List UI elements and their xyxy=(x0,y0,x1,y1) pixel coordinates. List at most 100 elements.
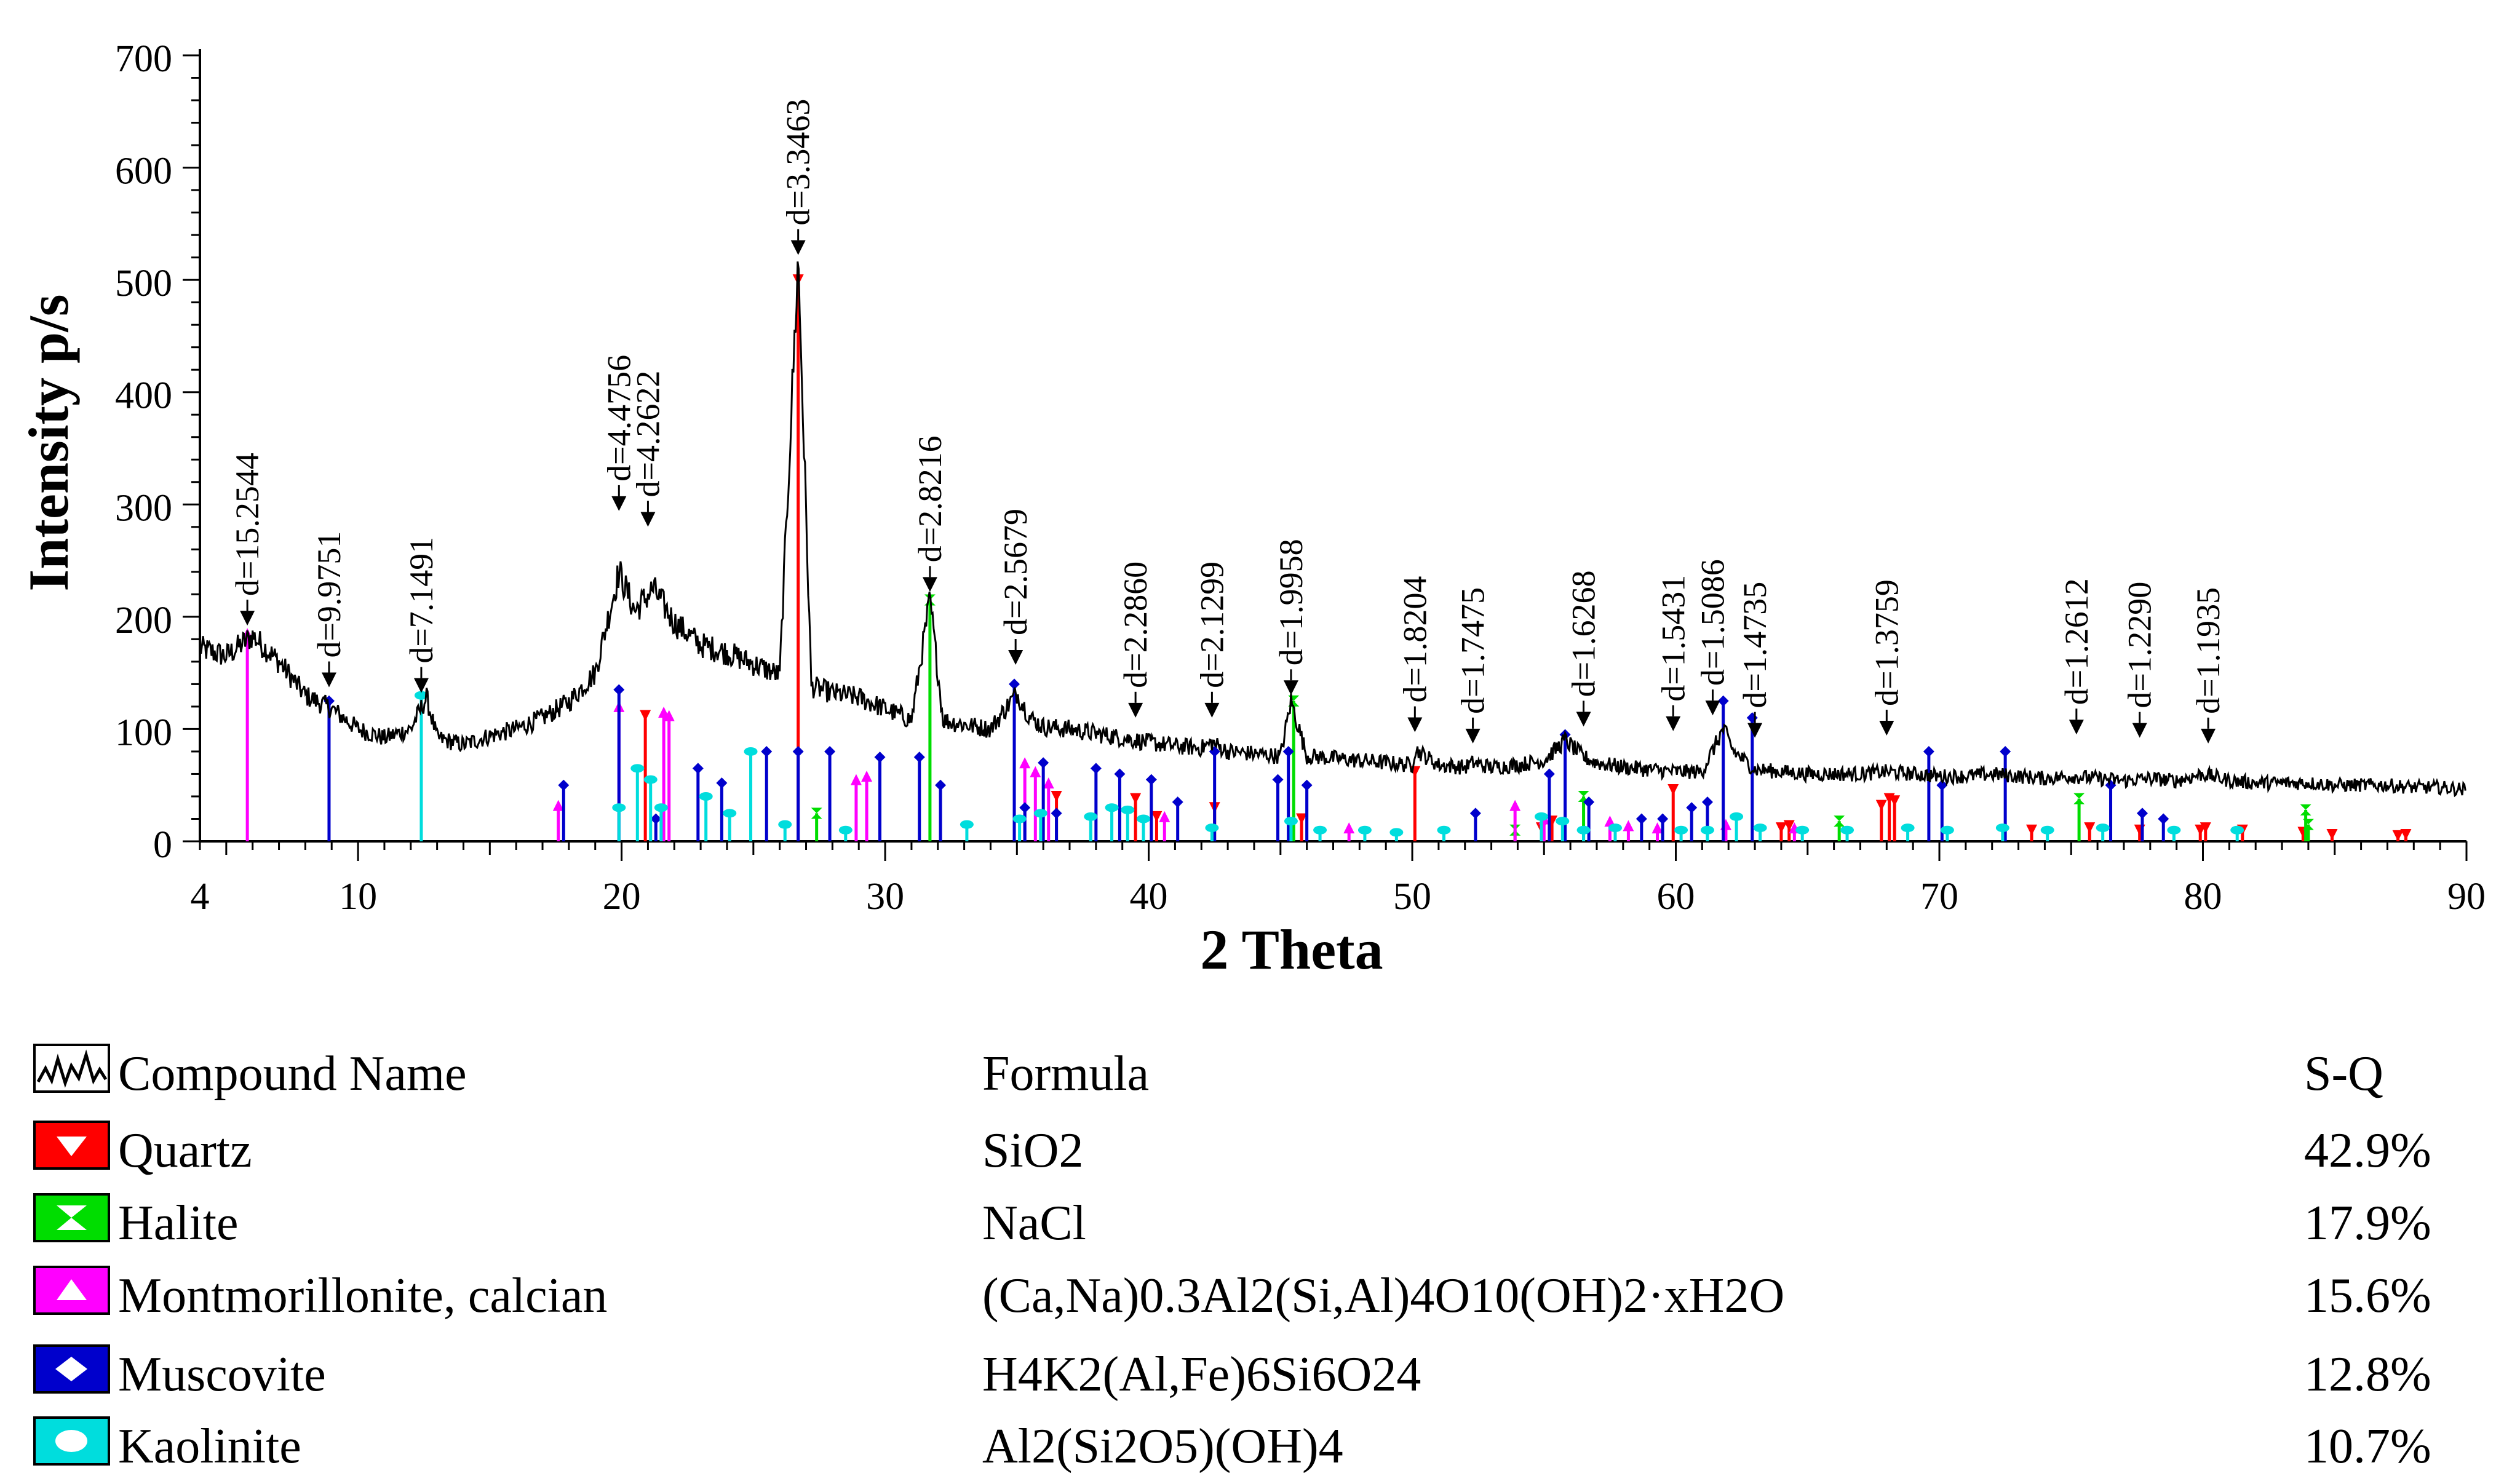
quartz-peak-marker xyxy=(2392,830,2404,841)
kaolinite-peak-marker xyxy=(1674,825,1688,835)
muscovite-peak-marker xyxy=(761,745,773,757)
x-tick-label: 70 xyxy=(1920,876,1958,918)
legend-header-row: Compound Name Formula S-Q xyxy=(0,1044,2504,1111)
kaolinite-peak-marker xyxy=(414,691,428,700)
y-tick-label: 500 xyxy=(115,263,172,304)
y-axis-label: Intensity p/s xyxy=(17,294,80,591)
kaolinite-peak-marker xyxy=(630,764,645,773)
kaolinite-peak-marker xyxy=(744,747,758,756)
chart-axes: 0 100 200 300 400 500 600 700 4 10 20 30 40 50 60 70 80 9… xyxy=(115,38,2486,918)
quartz-peak-marker xyxy=(1875,800,1887,811)
muscovite-peak-marker xyxy=(824,745,836,757)
kaolinite-peak-marker xyxy=(2167,825,2181,835)
d-spacing-label: d=1.4735 xyxy=(1736,582,1773,708)
d-spacing-label: d=2.5679 xyxy=(997,509,1034,635)
kaolinite-ellipse-icon xyxy=(33,1416,110,1466)
muscovite-peak-marker xyxy=(1172,796,1183,808)
muscovite-peak-marker xyxy=(1114,768,1126,780)
d-label-arrow xyxy=(790,240,806,255)
kaolinite-peak-marker xyxy=(1840,825,1854,835)
d-spacing-label: d=1.8204 xyxy=(1396,576,1433,703)
kaolinite-peak-marker xyxy=(2040,825,2054,835)
kaolinite-peak-marker xyxy=(1105,803,1119,812)
montmorillonite-peak-marker xyxy=(1019,757,1031,769)
x-tick-label: 30 xyxy=(866,876,904,918)
muscovite-peak-marker xyxy=(1746,712,1758,724)
muscovite-peak-marker xyxy=(1636,813,1647,825)
montmorillonite-peak-marker xyxy=(658,707,670,718)
legend-row-quartz: Quartz SiO2 42.9% xyxy=(0,1121,2504,1188)
halite-hourglass-icon xyxy=(33,1193,110,1242)
legend-row-halite: Halite NaCl 17.9% xyxy=(0,1193,2504,1261)
quartz-peak-marker xyxy=(2400,829,2412,841)
y-tick-label: 300 xyxy=(115,487,172,529)
montmorillonite-peak-marker xyxy=(850,774,862,785)
halite-peak-marker xyxy=(2302,819,2314,830)
muscovite-peak-marker xyxy=(1923,745,1934,757)
d-spacing-label: d=3.3463 xyxy=(780,99,817,226)
d-label-arrow xyxy=(1576,712,1591,727)
kaolinite-peak-marker xyxy=(723,809,737,818)
quartz-sq: 42.9% xyxy=(2304,1124,2431,1178)
muscovite-peak-marker xyxy=(1301,779,1313,791)
quartz-peak-marker xyxy=(1775,822,1787,834)
kaolinite-peak-marker xyxy=(1136,814,1150,823)
quartz-peak-marker xyxy=(1130,793,1142,804)
d-spacing-label: d=1.3759 xyxy=(1868,579,1905,706)
d-spacing-label: d=7.1491 xyxy=(403,537,440,664)
d-label-arrow xyxy=(1705,700,1720,716)
halite-peak-marker xyxy=(1509,824,1521,836)
halite-formula: NaCl xyxy=(982,1196,1086,1250)
x-tick-label: 20 xyxy=(603,876,641,918)
muscovite-peak-marker xyxy=(613,684,625,696)
kaolinite-peak-marker xyxy=(1313,825,1327,835)
kaolinite-peak-marker xyxy=(2096,823,2110,833)
d-spacing-label: d=1.5431 xyxy=(1655,575,1691,702)
muscovite-peak-marker xyxy=(935,779,947,791)
d-spacing-label: d=2.1299 xyxy=(1193,561,1230,688)
halite-peak-marker xyxy=(2073,793,2085,804)
kaolinite-peak-marker xyxy=(960,820,974,829)
montmorillonite-name: Montmorillonite, calcian xyxy=(118,1269,608,1323)
muscovite-name: Muscovite xyxy=(118,1347,326,1402)
header-compound-name: Compound Name xyxy=(118,1047,467,1101)
montmorillonite-peak-marker xyxy=(1030,766,1041,777)
d-spacing-label: d=4.2622 xyxy=(629,370,666,497)
kaolinite-peak-marker xyxy=(838,825,853,835)
muscovite-sq: 12.8% xyxy=(2304,1347,2431,1402)
muscovite-peak-marker xyxy=(1145,774,1157,785)
d-spacing-label: d=1.2612 xyxy=(2058,578,2095,705)
quartz-peak-marker xyxy=(2084,822,2096,834)
muscovite-peak-marker xyxy=(2000,745,2011,757)
kaolinite-peak-marker xyxy=(1700,825,1714,835)
montmorillonite-peak-marker xyxy=(861,771,873,782)
d-spacing-label: d=1.2290 xyxy=(2121,582,2158,708)
kaolinite-peak-marker xyxy=(654,803,668,812)
d-label-arrow xyxy=(1747,723,1763,738)
d-label-arrow xyxy=(1407,717,1423,732)
d-spacing-label: d=2.2860 xyxy=(1117,561,1154,688)
muscovite-peak-marker xyxy=(874,752,886,763)
kaolinite-peak-marker xyxy=(2230,825,2244,835)
y-tick-label: 200 xyxy=(115,600,172,641)
quartz-formula: SiO2 xyxy=(982,1124,1084,1178)
x-tick-label: 90 xyxy=(2447,876,2486,918)
muscovite-peak-marker xyxy=(1019,802,1031,814)
d-label-arrow xyxy=(2069,720,2084,735)
quartz-peak-marker xyxy=(2326,829,2338,841)
d-label-arrow xyxy=(1465,728,1481,744)
kaolinite-peak-marker xyxy=(1940,825,1954,835)
d-spacing-label: d=1.5086 xyxy=(1695,559,1731,686)
quartz-peak-marker xyxy=(1783,820,1795,831)
muscovite-peak-marker xyxy=(1272,774,1284,785)
quartz-peak-marker xyxy=(2200,822,2211,834)
muscovite-peak-marker xyxy=(1701,796,1713,808)
d-spacing-label: d=15.2544 xyxy=(229,453,266,596)
muscovite-peak-marker xyxy=(913,752,925,763)
y-tick-label: 400 xyxy=(115,375,172,417)
quartz-peak-marker xyxy=(1296,813,1308,825)
muscovite-peak-marker xyxy=(650,813,662,825)
x-tick-label: 4 xyxy=(191,876,210,918)
kaolinite-peak-marker xyxy=(612,803,626,812)
x-axis-label: 2 Theta xyxy=(1200,918,1383,981)
